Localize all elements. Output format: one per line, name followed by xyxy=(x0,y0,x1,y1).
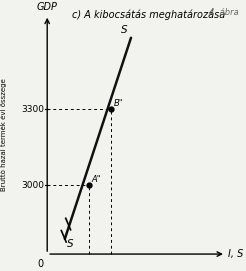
Text: 4. ábra: 4. ábra xyxy=(209,8,239,17)
Text: Bruttó hazai termék évi összege: Bruttó hazai termék évi összege xyxy=(0,78,7,191)
Text: I, S: I, S xyxy=(228,249,243,259)
Text: S: S xyxy=(121,25,128,35)
Text: B": B" xyxy=(114,99,123,108)
Text: 3300: 3300 xyxy=(21,105,44,114)
Text: A": A" xyxy=(92,175,101,184)
Text: 0: 0 xyxy=(38,259,44,269)
Text: c) A kibocsátás meghatározása: c) A kibocsátás meghatározása xyxy=(72,9,225,20)
Text: 3000: 3000 xyxy=(21,181,44,190)
Text: GDP: GDP xyxy=(37,2,58,12)
Text: S: S xyxy=(67,239,74,249)
